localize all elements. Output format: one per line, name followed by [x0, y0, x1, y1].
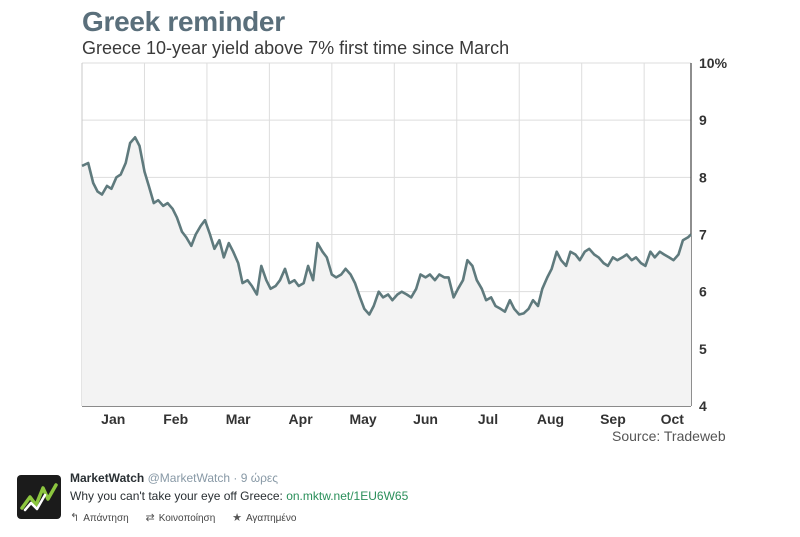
y-tick-label: 5 [699, 341, 707, 357]
chart-card: Greek reminder Greece 10-year yield abov… [81, 6, 728, 444]
star-icon: ★ [232, 512, 242, 524]
author-name[interactable]: MarketWatch [70, 471, 145, 485]
chart-subtitle: Greece 10-year yield above 7% first time… [82, 38, 510, 58]
x-tick-label: Apr [289, 411, 314, 427]
reply-label: Απάντηση [83, 513, 129, 524]
chart-source: Source: Tradeweb [612, 428, 726, 444]
retweet-label: Κοινοποίηση [158, 513, 216, 524]
yield-chart: 4 5 6 7 8 9 10% Jan Feb Mar Apr May Jun Jul Aug Sep Oct [81, 55, 728, 427]
y-tick-label: 9 [699, 112, 707, 128]
y-tick-label: 4 [699, 398, 707, 414]
tweet-timestamp[interactable]: 9 ώρες [240, 471, 279, 485]
avatar[interactable] [17, 475, 61, 519]
tweet-actions: ↰ Απάντηση ⇄ Κοινοποίηση ★ Αγαπημένο [70, 511, 310, 524]
x-tick-label: Aug [537, 411, 564, 427]
reply-icon: ↰ [70, 512, 80, 524]
x-tick-label: Oct [661, 411, 685, 427]
x-tick-label: Jun [413, 411, 438, 427]
x-tick-label: May [349, 411, 376, 427]
retweet-button[interactable]: ⇄ Κοινοποίηση [145, 511, 215, 524]
series-area [82, 137, 691, 407]
retweet-icon: ⇄ [145, 512, 155, 524]
tweet-body: Why you can't take your eye off Greece: [70, 489, 283, 503]
tweet: MarketWatch @MarketWatch · 9 ώρες Why yo… [0, 462, 800, 537]
x-tick-label: Feb [163, 411, 188, 427]
series-line [81, 136, 692, 316]
x-tick-label: Jul [478, 411, 498, 427]
chart-title: Greek reminder [82, 6, 285, 37]
marketwatch-logo-icon [20, 483, 58, 512]
y-tick-label: 8 [699, 169, 707, 185]
y-tick-label: 10% [699, 55, 728, 71]
tweet-header: MarketWatch @MarketWatch · 9 ώρες [70, 471, 278, 485]
x-tick-label: Jan [101, 411, 125, 427]
favorite-button[interactable]: ★ Αγαπημένο [232, 511, 296, 524]
tweet-link[interactable]: on.mktw.net/1EU6W65 [286, 489, 409, 503]
x-tick-label: Mar [226, 411, 251, 427]
y-tick-label: 6 [699, 284, 707, 300]
reply-button[interactable]: ↰ Απάντηση [70, 511, 129, 524]
favorite-label: Αγαπημένο [245, 513, 297, 524]
separator-dot: · [233, 471, 238, 485]
author-handle[interactable]: @MarketWatch [147, 471, 231, 485]
x-tick-label: Sep [600, 411, 626, 427]
tweet-text: Why you can't take your eye off Greece: … [70, 489, 408, 503]
y-tick-label: 7 [699, 227, 707, 243]
